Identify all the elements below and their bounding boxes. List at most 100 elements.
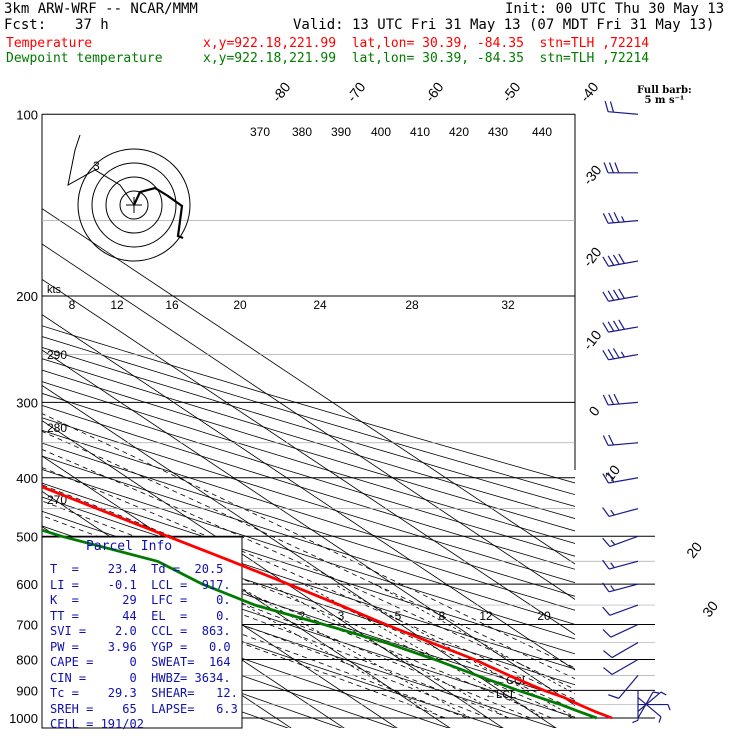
wind-barb-flag — [607, 290, 615, 301]
trace-clip — [42, 528, 598, 720]
valid-time: Valid: 13 UTC Fri 31 May 13 (07 MDT Fri … — [293, 17, 715, 33]
wind-barb — [604, 100, 639, 115]
dry-adiabat-line — [42, 587, 450, 728]
wind-barb-flag — [602, 537, 611, 547]
isotherm-label: 0 — [585, 403, 603, 419]
dry-adiabat-line — [42, 429, 575, 597]
pressure-label: 800 — [16, 652, 38, 667]
parcel-info-row: CELL = 191/02 — [50, 717, 144, 731]
wind-barb — [602, 212, 639, 224]
parcel-info-row: T = 23.4 Td = 20.5 — [50, 562, 224, 576]
wind-barb-flag — [603, 667, 613, 675]
wind-barb-flag — [602, 349, 609, 361]
hodograph-trace-low — [133, 186, 184, 240]
wind-barb — [602, 393, 639, 406]
wind-barb-flag — [612, 289, 620, 300]
wind-barb-staff — [611, 658, 639, 676]
dry-adiabat-line — [42, 347, 575, 507]
dewpoint-trace — [42, 528, 598, 720]
parcel-info-row: PW = 3.96 YGP = 0.0 — [50, 639, 231, 654]
wind-barb — [603, 658, 639, 676]
isotherm-label: -30 — [580, 162, 605, 188]
isotherm-label: -60 — [422, 79, 447, 105]
hodograph-ring — [91, 162, 177, 248]
wind-barb-flag — [602, 473, 609, 484]
full-barb-label: Full barb: — [637, 85, 692, 96]
wind-barb — [602, 559, 639, 570]
wind-barb-flag — [602, 507, 610, 517]
hodograph-ring-label: 3 — [93, 159, 100, 173]
pressure-label: 300 — [16, 395, 38, 410]
pressure-label: 900 — [16, 683, 38, 698]
temperature-legend-label: Temperature — [6, 36, 93, 51]
theta-side-label: 270 — [47, 493, 67, 507]
mixing-ratio-label: 5 — [395, 609, 402, 623]
wind-barb — [602, 348, 639, 361]
model-title: 3km ARW-WRF -- NCAR/MMM — [4, 1, 198, 17]
parcel-info-row: CAPE = 0 SWEAT= 164 — [50, 655, 231, 669]
wind-barb — [602, 434, 639, 446]
theta-e-label: 16 — [165, 298, 179, 312]
theta-label: 370 — [250, 125, 270, 139]
wind-barb-flag — [612, 348, 620, 359]
pressure-label: 100 — [16, 107, 38, 122]
mixing-ratio-line — [374, 583, 575, 695]
mixing-ratio-label: 8 — [439, 609, 446, 623]
wind-barb-half-flag — [610, 585, 615, 591]
theta-label: 440 — [532, 125, 552, 139]
wind-barb-half-flag — [620, 351, 625, 358]
pressure-label: 600 — [16, 577, 38, 592]
wind-barb — [602, 623, 639, 638]
wind-barb-flag — [614, 162, 620, 174]
forecast-label: Fcst: — [4, 17, 47, 33]
dry-adiabat-line — [42, 417, 575, 584]
wind-barb — [602, 472, 639, 484]
dewpoint-legend-label: Dewpoint temperature — [6, 51, 163, 66]
wind-barb — [602, 535, 639, 548]
isotherm-label: 20 — [683, 539, 705, 561]
parcel-info-panel — [41, 536, 243, 729]
isotherm-label: -10 — [580, 327, 605, 353]
dry-adiabat-line — [42, 442, 575, 611]
wind-barb-flag — [607, 255, 615, 266]
wind-barb-flag — [608, 212, 615, 224]
wind-barb-flag — [607, 321, 615, 332]
wind-barb-half-flag — [652, 691, 660, 694]
init-time: Init: 00 UTC Thu 30 May 13 — [505, 1, 725, 17]
mixing-ratio-label: 20 — [537, 609, 551, 623]
trace-clip — [42, 485, 613, 720]
sounding-traces — [42, 485, 613, 720]
isotherm-line — [42, 208, 575, 565]
wind-barb-flag — [602, 256, 609, 267]
wind-barb-flag — [613, 212, 620, 223]
wind-barb-flag — [618, 319, 625, 330]
dry-adiabat-line — [42, 604, 397, 728]
wind-barb — [637, 691, 667, 712]
wind-barb — [602, 604, 639, 616]
wind-barb-flag — [602, 291, 609, 302]
wind-barb-staff — [608, 560, 639, 570]
hodograph-units-label: kts — [47, 284, 62, 296]
wind-barb-flag — [604, 100, 609, 112]
wind-barb-flag — [612, 254, 620, 265]
isotherm-label: 30 — [699, 598, 721, 620]
dry-adiabat-line — [42, 336, 575, 496]
dry-adiabat-line — [42, 455, 575, 625]
wind-barbs — [602, 100, 671, 724]
moist-adiabat-line — [42, 528, 531, 719]
hodograph-trace-high — [67, 134, 135, 206]
wind-barb-flag — [602, 582, 610, 593]
isotherm-line — [42, 420, 504, 728]
wind-barb-flag — [618, 253, 625, 264]
theta-label: 410 — [410, 125, 430, 139]
wind-barb-half-flag — [610, 562, 615, 568]
dewpoint-location: x,y=922.18,221.99 lat,lon= 30.39, -84.35… — [203, 51, 650, 66]
wind-barb-staff — [610, 623, 639, 638]
wind-barb — [632, 690, 639, 724]
wind-barb-half-flag — [621, 216, 625, 223]
theta-label: 430 — [488, 125, 508, 139]
isotherm-line — [42, 349, 575, 706]
pressure-label: 700 — [16, 617, 38, 632]
theta-side-label: 290 — [47, 348, 67, 362]
